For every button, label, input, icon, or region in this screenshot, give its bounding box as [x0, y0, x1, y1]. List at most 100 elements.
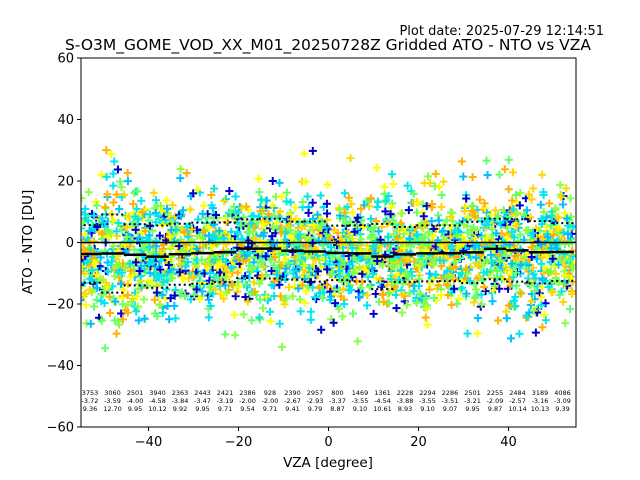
scatter-point: [199, 227, 208, 236]
scatter-point: [144, 260, 153, 269]
scatter-point: [81, 210, 89, 219]
scatter-point: [120, 190, 129, 199]
scatter-point: [341, 219, 350, 228]
scatter-point: [233, 228, 242, 237]
scatter-point: [390, 283, 399, 292]
scatter-point: [512, 281, 521, 290]
scatter-point: [513, 250, 522, 259]
scatter-point: [211, 285, 220, 294]
scatter-point: [419, 212, 428, 221]
scatter-point: [175, 268, 184, 277]
scatter-point: [562, 184, 571, 193]
scatter-point: [90, 302, 99, 311]
scatter-point: [111, 297, 120, 306]
scatter-point: [349, 268, 358, 277]
scatter-point: [249, 211, 258, 220]
scatter-point: [516, 230, 525, 239]
scatter-point: [166, 232, 175, 241]
scatter-point: [155, 231, 164, 240]
scatter-point: [188, 243, 197, 252]
scatter-point: [153, 312, 162, 321]
scatter-point: [275, 280, 284, 289]
scatter-point: [300, 149, 309, 158]
scatter-point: [255, 313, 264, 322]
scatter-point: [236, 264, 245, 273]
scatter-point: [434, 216, 443, 225]
y-tick-label: 60: [57, 52, 74, 67]
scatter-point: [116, 177, 125, 186]
scatter-point: [214, 253, 223, 262]
scatter-point: [298, 281, 307, 290]
scatter-point: [103, 267, 112, 276]
scatter-point: [282, 188, 291, 197]
bin-mean-label: -2.67: [284, 397, 301, 405]
scatter-point: [158, 244, 167, 253]
y-tick-label: −20: [47, 298, 74, 313]
scatter-point: [511, 190, 520, 199]
scatter-point: [305, 263, 314, 272]
scatter-point: [386, 275, 395, 284]
scatter-point: [527, 297, 536, 306]
scatter-point: [532, 244, 541, 253]
scatter-point: [540, 310, 549, 319]
scatter-point: [360, 265, 369, 274]
scatter-point: [102, 282, 111, 291]
scatter-point: [112, 227, 121, 236]
scatter-point: [482, 268, 491, 277]
scatter-point: [81, 270, 84, 273]
scatter-point: [137, 196, 146, 205]
scatter-point: [198, 209, 207, 218]
scatter-point: [506, 334, 515, 343]
scatter-point: [473, 329, 482, 338]
scatter-point: [396, 259, 405, 268]
scatter-point: [328, 270, 337, 279]
scatter-point: [373, 256, 382, 265]
scatter-point: [500, 165, 509, 174]
scatter-point: [400, 244, 409, 253]
bin-sd-label: 9.92: [173, 405, 187, 413]
scatter-point: [88, 248, 97, 257]
y-axis-ticks: −60 −40 −20 0 20 40 60: [47, 52, 81, 436]
bin-count-label: 928: [264, 389, 276, 397]
scatter-point: [118, 315, 127, 324]
scatter-point: [374, 197, 383, 206]
y-tick-label: −60: [47, 421, 74, 436]
scatter-point: [306, 307, 315, 316]
scatter-point: [388, 170, 397, 179]
scatter-point: [109, 181, 118, 190]
scatter-point: [486, 250, 495, 259]
scatter-point: [152, 288, 161, 297]
plot-date: Plot date: 2025-07-29 12:14:51: [399, 24, 604, 39]
scatter-point: [101, 344, 110, 353]
scatter-point: [81, 230, 90, 239]
scatter-point: [482, 208, 491, 217]
scatter-point: [559, 297, 568, 306]
scatter-point: [180, 292, 189, 301]
scatter-point: [250, 287, 259, 296]
scatter-point: [263, 218, 272, 227]
scatter-point: [135, 267, 144, 276]
scatter-point: [553, 213, 562, 222]
scatter-point: [247, 219, 256, 228]
scatter-point: [85, 226, 94, 235]
scatter-point: [412, 298, 421, 307]
scatter-point: [129, 199, 138, 208]
scatter-point: [396, 266, 405, 275]
scatter-point: [293, 254, 302, 263]
scatter-point: [347, 285, 356, 294]
bin-mean-label: -2.57: [509, 397, 526, 405]
scatter-point: [179, 246, 188, 255]
scatter-point: [105, 292, 114, 301]
bin-mean-label: -3.55: [419, 397, 436, 405]
scatter-point: [471, 294, 480, 303]
scatter-point: [547, 288, 556, 297]
scatter-point: [421, 313, 430, 322]
bin-sd-label: 10.61: [373, 405, 392, 413]
scatter-point: [507, 227, 516, 236]
scatter-point: [119, 285, 128, 294]
scatter-point: [537, 259, 546, 268]
scatter-point: [83, 257, 92, 266]
scatter-point: [97, 316, 106, 325]
scatter-point: [548, 254, 557, 263]
scatter-point: [527, 195, 536, 204]
